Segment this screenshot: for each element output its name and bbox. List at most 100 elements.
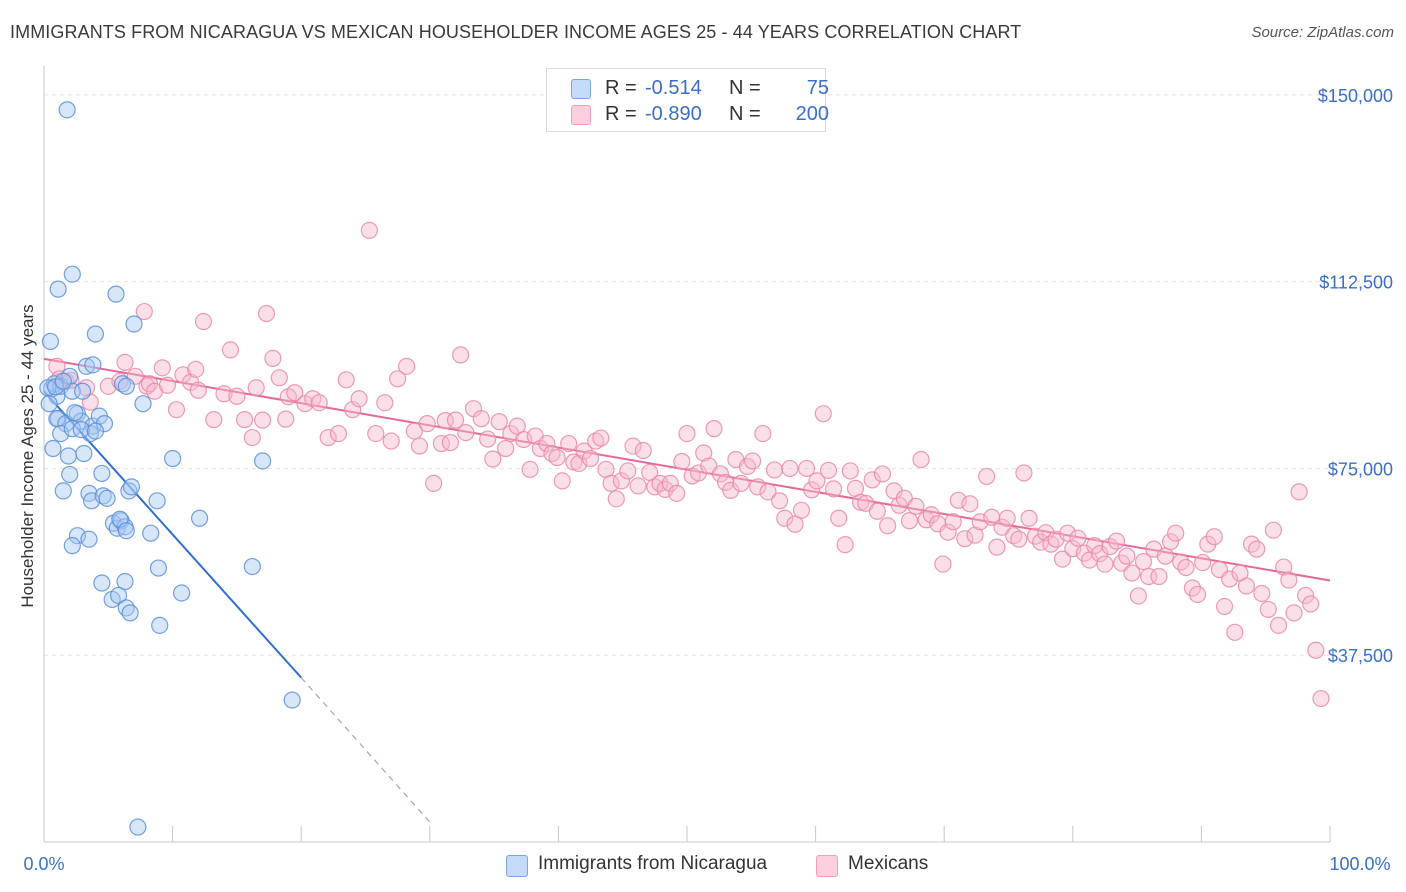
mexicans-point (722, 481, 740, 499)
mexicans-point (743, 452, 762, 470)
mexicans-point (922, 506, 940, 524)
mexicans-point (749, 478, 767, 496)
mexicans-point (228, 387, 246, 405)
mexicans-point (1215, 597, 1234, 616)
mexicans-point (1237, 577, 1256, 595)
mexicans-point (116, 353, 134, 371)
mexicans-point (1091, 545, 1109, 563)
nicaragua-point (116, 572, 134, 591)
mexicans-point (1269, 616, 1288, 634)
mexicans-point (153, 359, 171, 377)
mexicans-point (612, 472, 631, 490)
mexicans-point (1020, 509, 1038, 527)
nicaragua-point (72, 421, 90, 439)
nicaragua-point (134, 395, 152, 413)
mexicans-point (1134, 552, 1153, 571)
mexicans-point (189, 381, 207, 399)
nicaragua-point (129, 818, 147, 836)
nicaragua-point (151, 616, 169, 634)
mexicans-point (944, 513, 962, 531)
pink-swatch (816, 855, 838, 877)
n-value: 200 (795, 103, 829, 125)
mexicans-point (538, 434, 556, 453)
nicaragua-point (86, 325, 105, 343)
mexicans-point (1280, 571, 1298, 589)
mexicans-point (277, 410, 295, 428)
mexicans-point (194, 312, 213, 331)
x-tick-label: 0.0% (23, 854, 64, 874)
mexicans-point (873, 465, 892, 483)
r-value: -0.514 (645, 77, 702, 99)
mexicans-point (879, 517, 897, 535)
mexicans-point (1177, 558, 1195, 577)
mexicans-point (1242, 535, 1261, 553)
mexicans-point (376, 394, 394, 412)
blue-swatch (571, 79, 591, 99)
mexicans-point (452, 346, 470, 364)
mexicans-point (689, 464, 708, 482)
mexicans-point (310, 394, 328, 412)
y-tick-label: $75,000 (1328, 459, 1393, 479)
nicaragua-point (254, 452, 272, 470)
mexicans-point (1253, 584, 1271, 603)
nicaragua-point (148, 492, 166, 510)
mexicans-point (553, 472, 571, 490)
nicaragua-point (66, 404, 84, 422)
nicaragua-point (117, 377, 135, 395)
nicaragua-trend-extension (300, 677, 431, 823)
nicaragua-point (44, 439, 62, 458)
mexicans-point (270, 369, 288, 387)
mexicans-point (830, 509, 848, 527)
legend-label: Immigrants from Nicaragua (538, 853, 768, 874)
chart-title: IMMIGRANTS FROM NICARAGUA VS MEXICAN HOU… (10, 22, 1022, 42)
mexicans-point (1059, 524, 1077, 542)
mexicans-point (1096, 555, 1114, 573)
mexicans-point (1069, 529, 1087, 547)
mexicans-point (770, 492, 789, 510)
mexicans-point (205, 411, 223, 429)
nicaragua-point (61, 465, 79, 484)
x-tick-label: 100.0% (1329, 854, 1390, 874)
mexicans-point (956, 530, 974, 548)
mexicans-point (836, 536, 854, 554)
nicaragua-point (121, 604, 139, 622)
mexicans-point (961, 495, 979, 513)
mexicans-point (912, 450, 930, 469)
mexicans-point (158, 376, 177, 394)
mexicans-point (1205, 528, 1223, 546)
mexicans-point (624, 437, 642, 455)
mexicans-point (1259, 600, 1277, 619)
mexicans-point (1296, 586, 1315, 605)
mexicans-point (1107, 532, 1126, 550)
mexicans-point (934, 555, 952, 573)
n-label: N = (729, 103, 761, 125)
mexicans-point (187, 360, 205, 378)
nicaragua-point (149, 559, 168, 577)
mexicans-point (405, 422, 423, 440)
mexicans-point (350, 390, 368, 408)
mexicans-point (792, 501, 811, 519)
mexicans-point (337, 371, 355, 389)
mexicans-points (48, 221, 1330, 708)
nicaragua-trend-line (43, 390, 302, 679)
mexicans-point (607, 490, 625, 508)
mexicans-point (1156, 547, 1174, 565)
mexicans-point (786, 515, 804, 533)
mexicans-point (479, 430, 497, 448)
nicaragua-point (164, 449, 182, 468)
nicaragua-point (54, 372, 72, 390)
mexicans-point (634, 441, 652, 460)
mexicans-point (841, 462, 859, 480)
y-tick-label: $150,000 (1318, 86, 1393, 106)
mexicans-point (1042, 535, 1060, 553)
mexicans-point (215, 385, 233, 403)
mexicans-point (1167, 524, 1185, 542)
mexicans-point (587, 432, 605, 450)
mexicans-point (581, 449, 600, 468)
mexicans-point (803, 481, 821, 499)
mexicans-point (1129, 587, 1147, 605)
mexicans-point (900, 512, 919, 530)
pink-swatch (571, 105, 591, 125)
mexicans-point (732, 474, 750, 492)
mexicans-point (754, 424, 772, 443)
